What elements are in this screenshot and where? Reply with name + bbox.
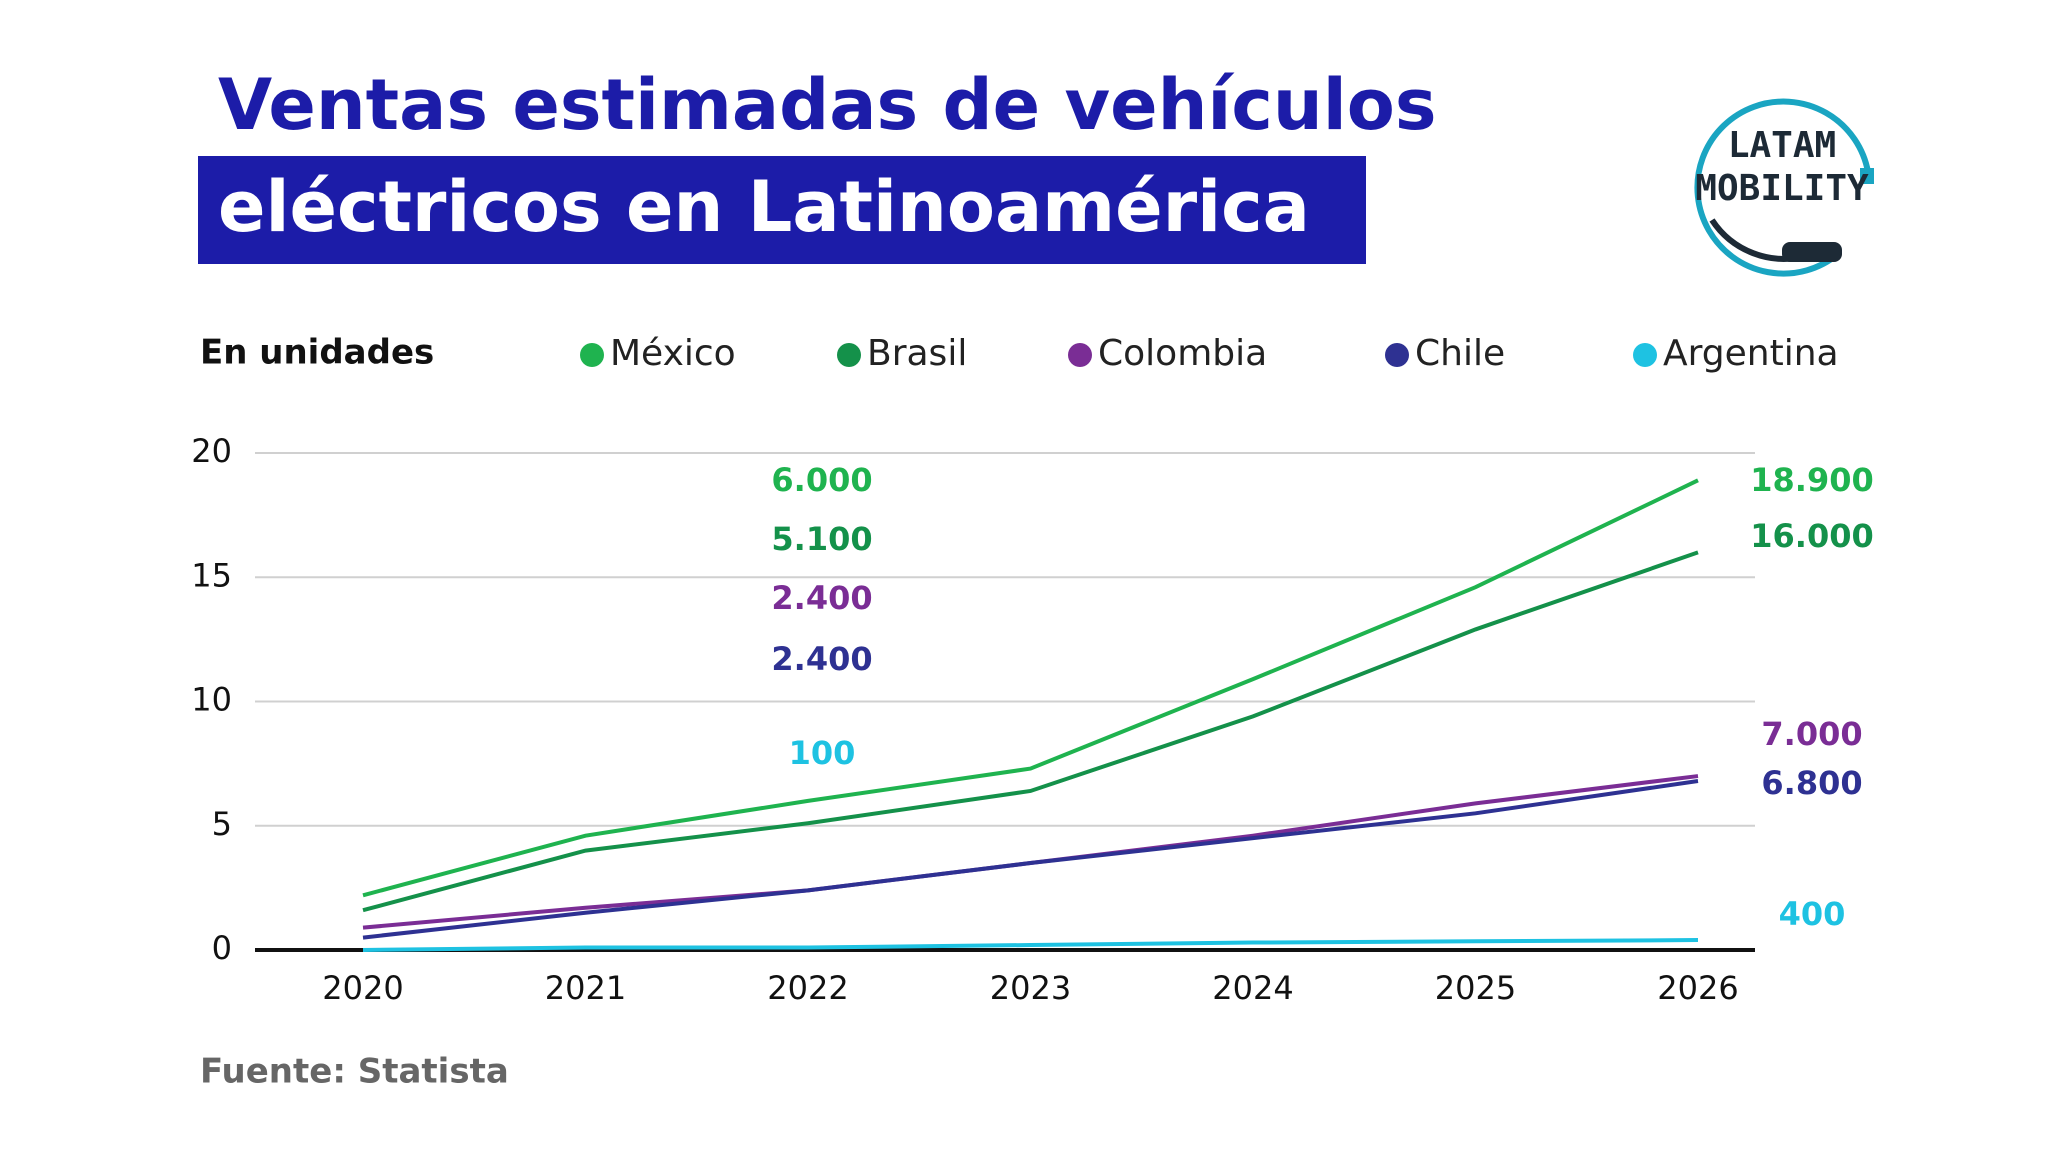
legend-label: Chile bbox=[1415, 333, 1505, 374]
legend-marker bbox=[1385, 343, 1409, 367]
logo-ring bbox=[1694, 98, 1871, 277]
x-tick-label: 2022 bbox=[767, 969, 848, 1007]
value-label: 2.400 bbox=[771, 579, 872, 617]
value-label: 6.800 bbox=[1761, 764, 1862, 802]
value-label: 6.000 bbox=[771, 461, 872, 499]
value-label: 16.000 bbox=[1750, 517, 1873, 555]
value-label: 400 bbox=[1779, 895, 1846, 933]
x-tick-label: 2021 bbox=[545, 969, 626, 1007]
legend-marker bbox=[1633, 343, 1657, 367]
y-tick-label: 5 bbox=[212, 805, 232, 843]
logo-car bbox=[1782, 242, 1842, 262]
logo-text: MOBILITY bbox=[1695, 168, 1869, 209]
legend-label: Colombia bbox=[1098, 333, 1267, 374]
value-label: 18.900 bbox=[1750, 461, 1873, 499]
x-tick-label: 2020 bbox=[322, 969, 403, 1007]
value-label: 100 bbox=[789, 734, 856, 772]
y-tick-label: 15 bbox=[191, 556, 232, 594]
legend-marker bbox=[837, 343, 861, 367]
legend-marker bbox=[580, 343, 604, 367]
series-line bbox=[362, 938, 1699, 952]
y-tick-label: 10 bbox=[191, 681, 232, 719]
value-label: 5.100 bbox=[771, 520, 872, 558]
logo-plug bbox=[1860, 168, 1874, 184]
y-tick-label: 20 bbox=[191, 432, 232, 470]
value-label: 7.000 bbox=[1761, 715, 1862, 753]
logo-text: LATAM bbox=[1728, 125, 1836, 166]
legend-label: Argentina bbox=[1663, 333, 1839, 374]
x-tick-label: 2026 bbox=[1657, 969, 1738, 1007]
legend-marker bbox=[1068, 343, 1092, 367]
x-tick-label: 2025 bbox=[1435, 969, 1516, 1007]
x-tick-label: 2023 bbox=[990, 969, 1071, 1007]
logo: LATAM MOBILITY bbox=[1694, 98, 1874, 277]
value-label: 2.400 bbox=[771, 640, 872, 678]
title-box bbox=[198, 156, 1366, 264]
source: Fuente: Statista bbox=[200, 1052, 509, 1092]
title: eléctricos en Latinoamérica bbox=[218, 166, 1310, 248]
legend-label: México bbox=[610, 333, 736, 374]
y-tick-label: 0 bbox=[212, 929, 232, 967]
title: Ventas estimadas de vehículos bbox=[218, 64, 1437, 146]
legend-label: Brasil bbox=[867, 333, 967, 374]
series-line bbox=[362, 550, 1699, 913]
units-label: En unidades bbox=[200, 333, 434, 373]
series-line bbox=[362, 478, 1699, 898]
x-tick-label: 2024 bbox=[1212, 969, 1293, 1007]
series-line bbox=[362, 779, 1699, 940]
